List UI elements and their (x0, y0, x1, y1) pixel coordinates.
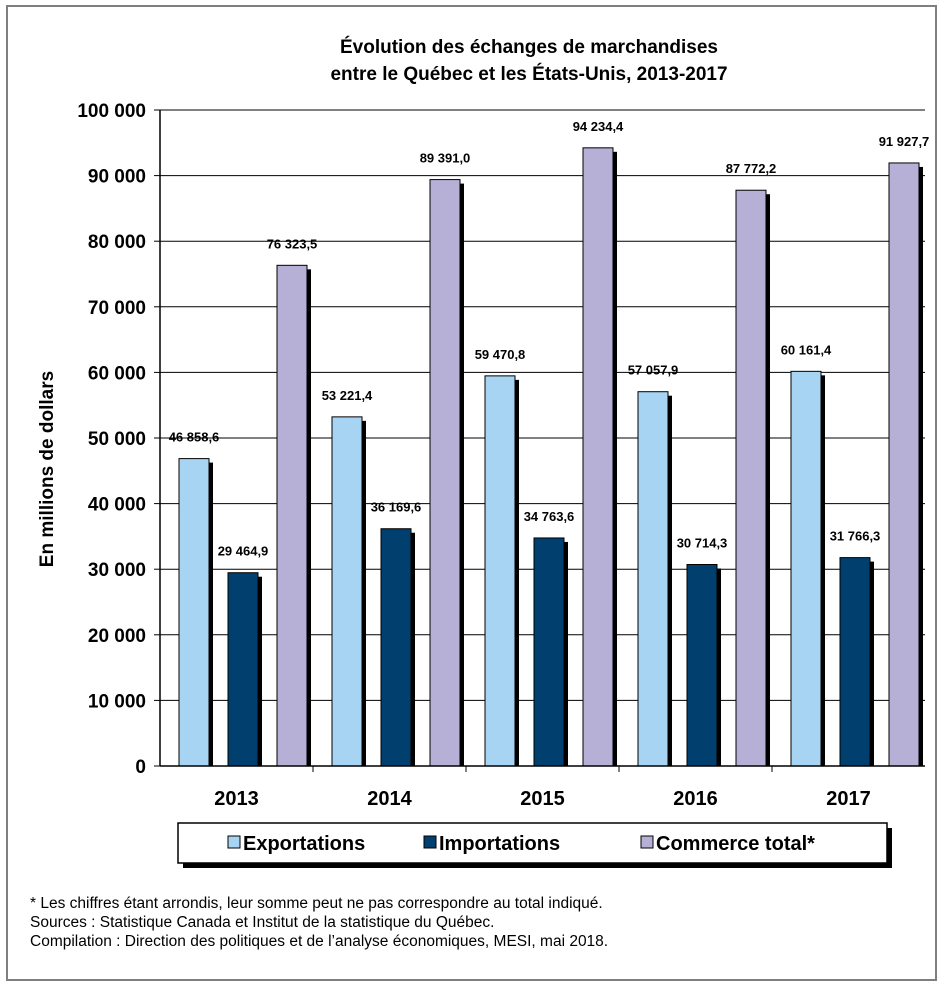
y-tick-label: 60 000 (88, 363, 146, 384)
data-label: 59 470,8 (475, 347, 526, 362)
bar (839, 557, 871, 767)
bar (380, 528, 412, 767)
legend-swatch (640, 835, 654, 849)
bar (331, 416, 363, 767)
bar (227, 572, 259, 767)
data-label: 60 161,4 (781, 342, 832, 357)
bar (178, 458, 210, 767)
data-label: 34 763,6 (524, 509, 575, 524)
data-label: 87 772,2 (726, 161, 777, 176)
y-tick-label: 40 000 (88, 495, 146, 516)
data-label: 30 714,3 (677, 536, 728, 551)
data-label: 91 927,7 (879, 134, 930, 149)
bar (637, 391, 669, 767)
y-tick-label: 30 000 (88, 560, 146, 581)
data-label: 57 057,9 (628, 363, 679, 378)
data-label: 31 766,3 (830, 529, 881, 544)
bar (533, 537, 565, 767)
x-category-label: 2016 (673, 788, 718, 810)
y-tick-label: 10 000 (88, 691, 146, 712)
chart-title: Évolution des échanges de marchandises (340, 36, 718, 58)
data-label: 94 234,4 (573, 119, 624, 134)
legend-entry: Commerce total* (656, 833, 815, 855)
bar (735, 189, 767, 767)
bar (484, 375, 516, 767)
x-category-label: 2017 (826, 788, 871, 810)
data-label: 89 391,0 (420, 151, 471, 166)
legend-entry: Importations (439, 833, 560, 855)
axis-layer: 0 10 000 20 000 30 000 40 000 50 000 60 000 70 … (77, 101, 925, 810)
data-label: 46 858,6 (169, 430, 220, 445)
y-tick-label: 100 000 (77, 101, 146, 122)
y-tick-label: 80 000 (88, 232, 146, 253)
bar (686, 564, 718, 767)
bar (276, 264, 308, 767)
bar (582, 147, 614, 767)
legend: Exportations Importations Commerce total* (177, 822, 892, 868)
bar-layer (178, 147, 923, 767)
notes: * Les chiffres étant arrondis, leur somm… (30, 894, 910, 951)
x-category-label: 2014 (367, 788, 412, 810)
y-tick-label: 20 000 (88, 626, 146, 647)
x-category-label: 2015 (520, 788, 565, 810)
sources-note: Sources : Statistique Canada et Institut… (30, 914, 495, 931)
data-label: 29 464,9 (218, 544, 269, 559)
y-tick-label: 70 000 (88, 298, 146, 319)
footnote: * Les chiffres étant arrondis, leur somm… (30, 895, 603, 912)
legend-swatch (423, 835, 437, 849)
chart-subtitle: entre le Québec et les États-Unis, 2013-… (330, 63, 727, 85)
label-layer: 46 858,6 29 464,9 76 323,5 53 221,4 36 169,6… (169, 119, 930, 559)
y-axis-label: En millions de dollars (37, 371, 58, 567)
legend-box (177, 822, 888, 864)
data-label: 76 323,5 (267, 236, 318, 251)
y-tick-label: 50 000 (88, 429, 146, 450)
bar (888, 162, 920, 767)
x-category-label: 2013 (214, 788, 259, 810)
bar (790, 370, 822, 767)
data-label: 53 221,4 (322, 388, 373, 403)
legend-swatch (227, 835, 241, 849)
compilation-note: Compilation : Direction des politiques e… (30, 933, 609, 950)
y-tick-label: 0 (135, 757, 146, 778)
chart-frame (6, 5, 937, 981)
legend-entry: Exportations (243, 833, 365, 855)
data-label: 36 169,6 (371, 500, 422, 515)
y-tick-label: 90 000 (88, 167, 146, 188)
bar (429, 179, 461, 767)
